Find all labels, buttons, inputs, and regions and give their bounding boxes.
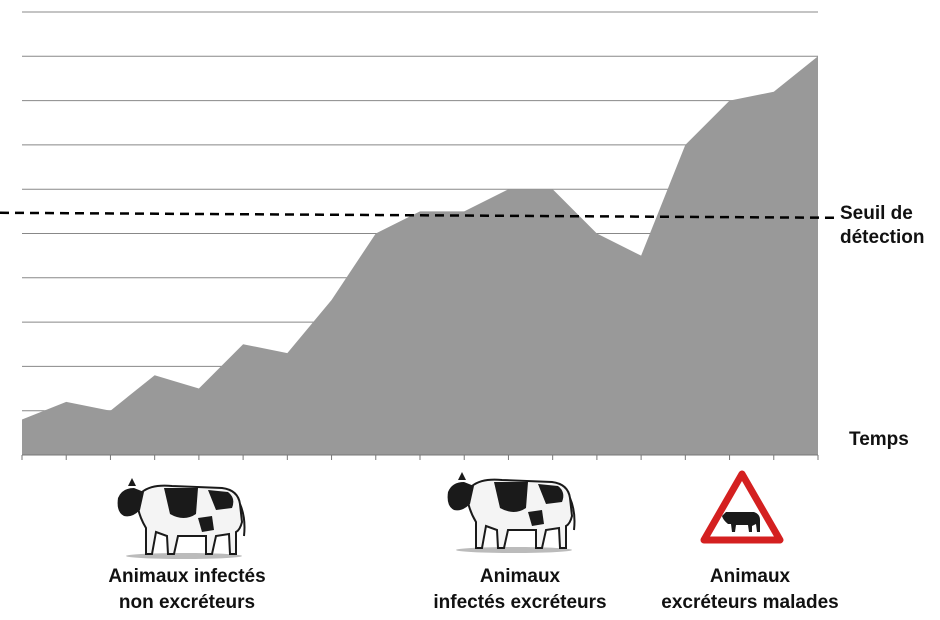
warning-cow-icon: [700, 470, 784, 544]
series-area: [22, 56, 818, 456]
stage-2-line-2: infectés excréteurs: [433, 592, 607, 613]
stage-label-2: Animaux infectés excréteurs: [420, 564, 620, 616]
stage-3-line-2: excréteurs malades: [661, 592, 839, 613]
stage-3-line-1: Animaux: [709, 566, 791, 587]
stage-1-line-1: Animaux infectés: [108, 566, 266, 587]
cow-icon: [447, 472, 576, 553]
threshold-label: Seuil de détection: [840, 202, 924, 250]
threshold-label-line-2: détection: [840, 227, 925, 248]
threshold-line: [0, 211, 837, 220]
x-axis-label: Temps: [849, 429, 909, 450]
stage-label-3: Animaux excréteurs malades: [642, 564, 858, 616]
stage-1-line-2: non excréteurs: [118, 592, 256, 613]
stage-2-line-1: Animaux: [479, 566, 561, 587]
threshold-label-line-1: Seuil de: [840, 203, 913, 224]
cow-icon: [117, 478, 246, 559]
x-axis: [21, 454, 819, 460]
stage-label-1: Animaux infectés non excréteurs: [92, 564, 282, 616]
